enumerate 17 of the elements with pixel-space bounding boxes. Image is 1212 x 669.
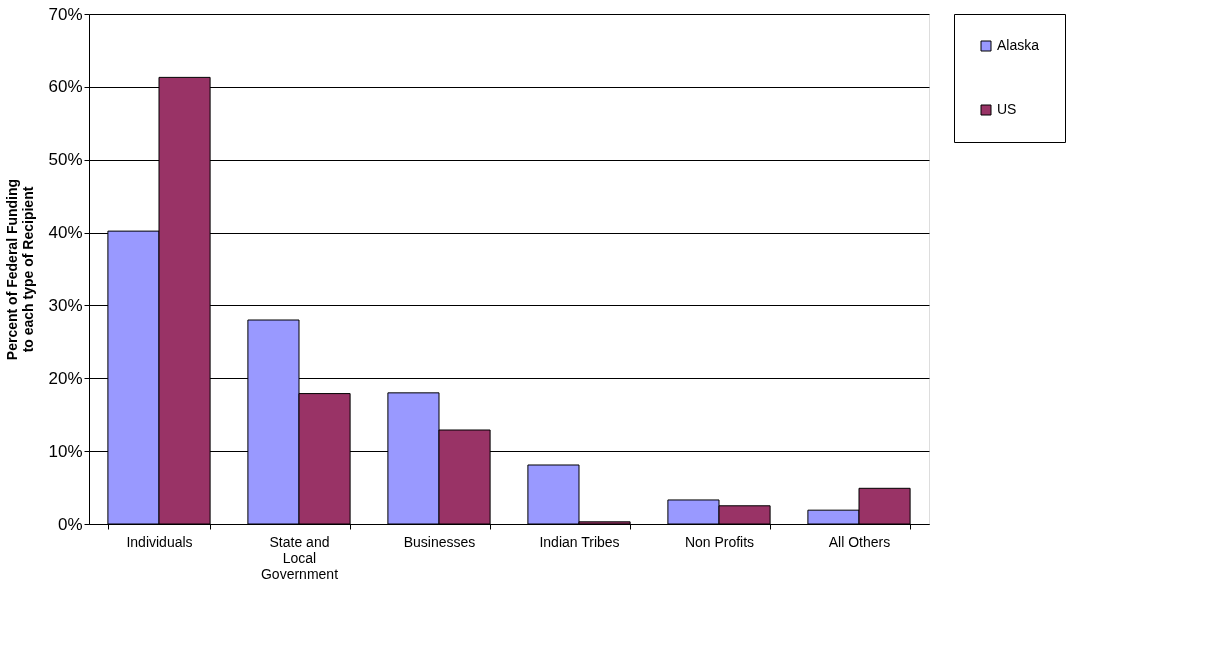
legend-label: Alaska [997, 37, 1040, 53]
y-tick-label: 0% [57, 514, 83, 534]
y-tick-label: 50% [48, 150, 83, 170]
x-tick-label: Indian Tribes [539, 533, 620, 550]
y-tick-label: 70% [48, 4, 83, 24]
y-tick-label: 60% [48, 77, 83, 97]
y-tick-label: 10% [48, 441, 83, 461]
x-tick-label: State and Local Government [260, 533, 339, 582]
x-tick-label: All Others [828, 533, 891, 550]
y-tick-label: 20% [48, 368, 83, 388]
x-tick-label: Businesses [403, 533, 476, 550]
y-axis-title: Percent of Federal Funding to each type of Recipient [4, 178, 37, 361]
y-tick-label: 30% [48, 295, 83, 315]
x-tick-label: Individuals [126, 533, 193, 550]
legend-label: US [997, 101, 1017, 117]
x-tick-label: Non Profits [684, 533, 755, 550]
y-tick-label: 40% [48, 223, 83, 243]
